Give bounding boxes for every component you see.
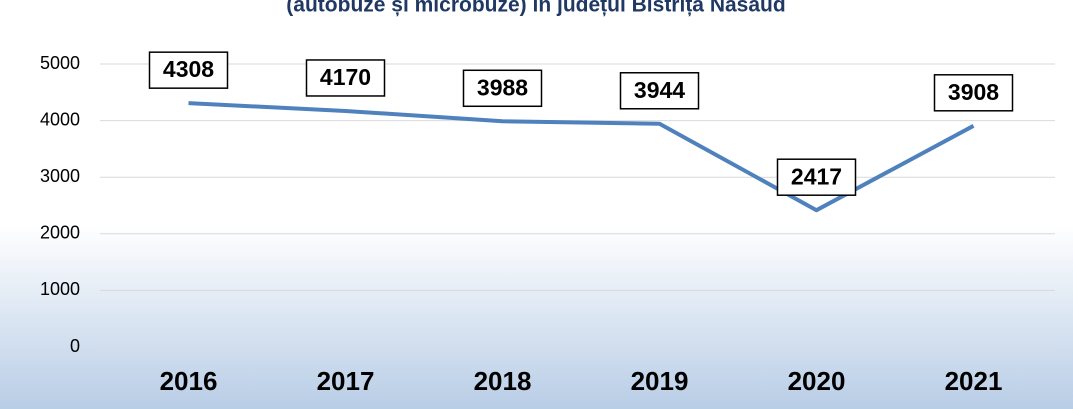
data-label-box bbox=[933, 74, 1014, 112]
x-tick-label: 2020 bbox=[788, 366, 846, 396]
x-tick-label: 2019 bbox=[631, 366, 689, 396]
x-tick-label: 2017 bbox=[317, 366, 375, 396]
data-label: 4170 bbox=[320, 64, 371, 90]
x-tick-label: 2021 bbox=[945, 366, 1003, 396]
y-tick-label: 5000 bbox=[40, 53, 80, 73]
data-label-box bbox=[619, 72, 700, 110]
y-tick-label: 1000 bbox=[40, 279, 80, 299]
data-label: 2417 bbox=[791, 163, 842, 189]
y-tick-label: 0 bbox=[70, 336, 80, 356]
series-line bbox=[188, 101, 975, 213]
data-label: 3908 bbox=[948, 79, 999, 105]
data-label-box bbox=[776, 158, 857, 196]
data-label-box bbox=[462, 69, 543, 108]
y-tick-label: 4000 bbox=[40, 109, 80, 129]
x-tick-label: 2018 bbox=[474, 366, 532, 396]
data-label-box bbox=[148, 51, 229, 89]
data-label-box bbox=[305, 59, 386, 97]
data-label: 3988 bbox=[477, 74, 528, 100]
y-tick-label: 3000 bbox=[40, 166, 80, 186]
chart-title: (autobuze și microbuze) în județul Bistr… bbox=[286, 0, 785, 17]
data-label: 4308 bbox=[163, 56, 214, 82]
data-label: 3944 bbox=[634, 77, 685, 103]
y-tick-label: 2000 bbox=[40, 223, 80, 243]
x-tick-label: 2016 bbox=[160, 366, 218, 396]
